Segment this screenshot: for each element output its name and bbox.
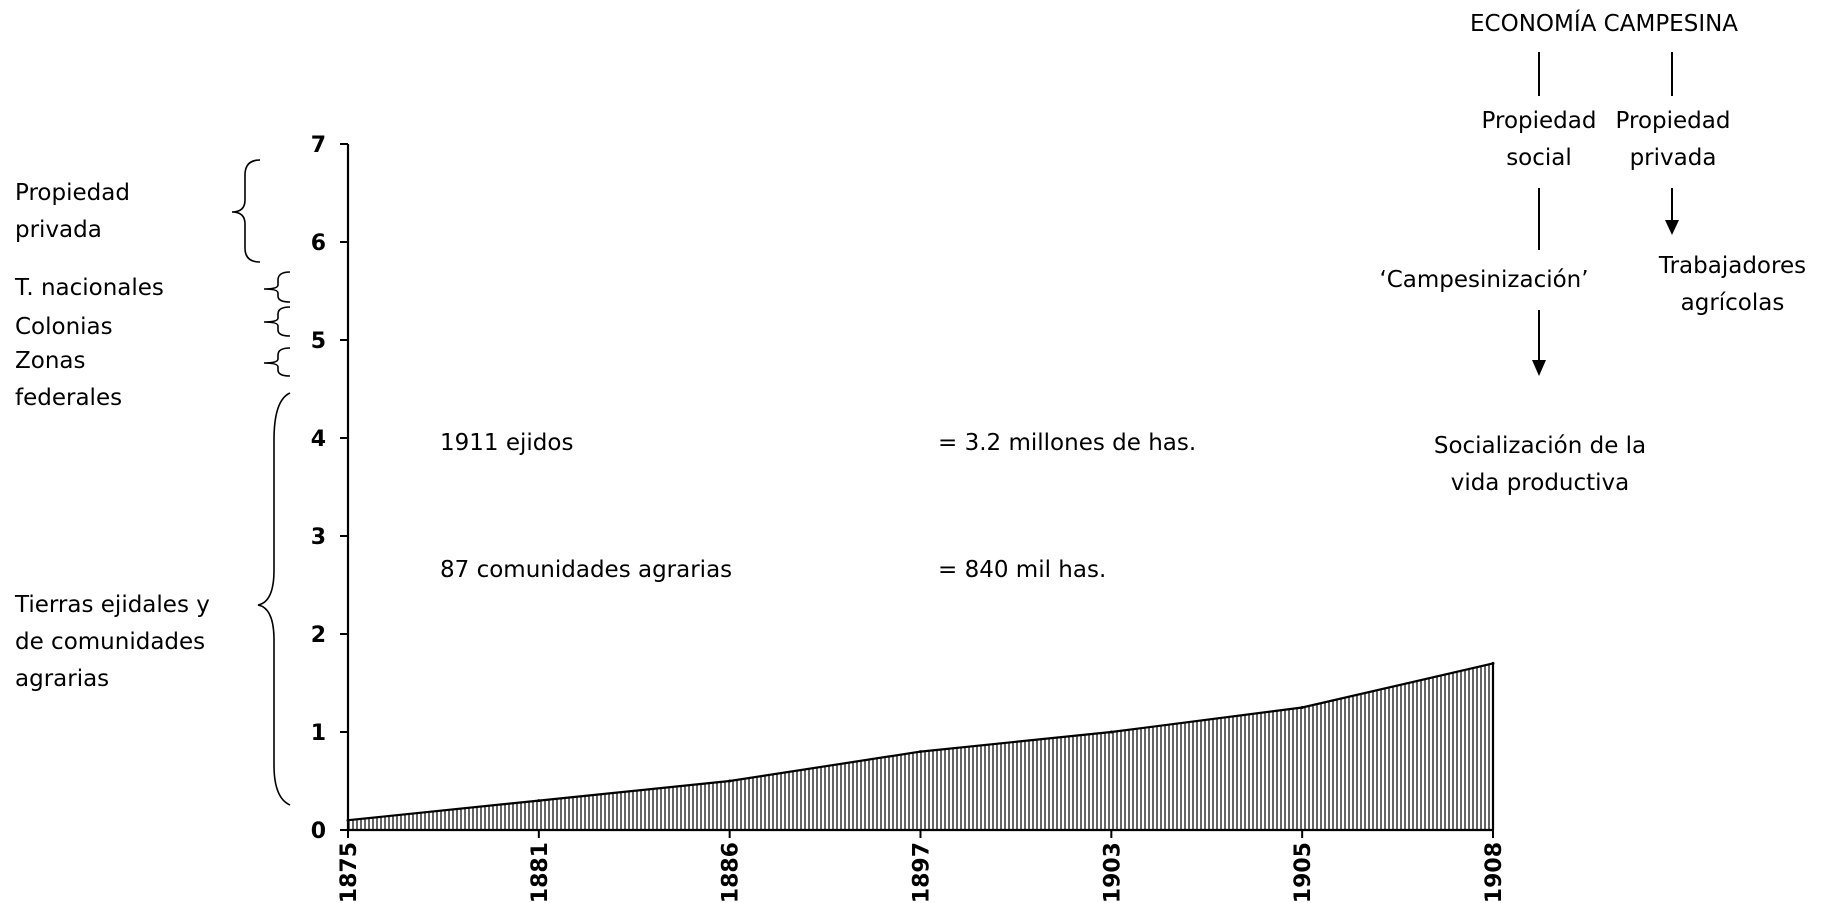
y-tick-label: 6 [311, 231, 326, 256]
brace-tierras-ejidales [257, 392, 291, 806]
data-point-1886 [728, 779, 732, 783]
stat-comunidades-label: 87 comunidades agrarias [440, 557, 733, 583]
brace-propiedad-privada [231, 159, 261, 263]
arrow-privada-trabajadores-head [1665, 220, 1679, 235]
plot-layer [346, 661, 1495, 830]
x-tick-label: 1908 [1482, 842, 1507, 903]
data-point-1905 [1300, 706, 1304, 709]
data-point-1903 [1109, 730, 1113, 734]
diagram-propiedad-privada: Propiedad privada [1615, 108, 1731, 171]
brace-zonas-federales [263, 347, 291, 377]
diagram-propiedad-social: Propiedad social [1481, 108, 1597, 171]
label-colonias: Colonias [15, 314, 113, 340]
y-tick-label: 7 [311, 133, 326, 158]
axis-layer: 0 1 2 3 4 5 6 7 1875 1881 1886 1897 1903 1905 1908 [311, 133, 1507, 903]
label-propiedad-privada: Propiedad privada [15, 180, 130, 243]
y-tick-label: 2 [311, 623, 326, 648]
label-zonas-federales: Zonas federales [15, 348, 123, 411]
y-tick-label: 3 [311, 525, 326, 550]
y-tick-label: 5 [311, 329, 326, 354]
arrow-campesinizacion-socializacion-head [1532, 360, 1546, 376]
diagram-layer [231, 52, 1679, 806]
data-point-1881 [537, 799, 541, 803]
brace-colonias [263, 306, 291, 337]
x-tick-label: 1905 [1291, 842, 1316, 903]
x-tick-label: 1903 [1100, 842, 1125, 903]
diagram-trabajadores: Trabajadores agrícolas [1658, 253, 1807, 316]
area-fill [348, 663, 1493, 830]
label-tierras-ejidales: Tierras ejidales y de comunidades agrari… [15, 592, 210, 692]
stat-comunidades-value: = 840 mil has. [938, 557, 1107, 583]
x-tick-label: 1897 [910, 842, 935, 903]
y-tick-label: 1 [311, 721, 326, 746]
data-point-1897 [919, 750, 922, 754]
y-tick-label: 4 [311, 427, 326, 452]
diagram-title: ECONOMÍA CAMPESINA [1470, 11, 1739, 37]
label-t-nacionales: T. nacionales [15, 275, 164, 301]
x-tick-label: 1875 [337, 842, 362, 903]
brace-t-nacionales [263, 271, 291, 303]
diagram-socializacion: Socialización de la vida productiva [1433, 433, 1647, 496]
diagram-campesinizacion: ‘Campesinización’ [1379, 267, 1589, 293]
stat-ejidos-value: = 3.2 millones de has. [938, 430, 1197, 456]
x-tick-label: 1881 [528, 842, 553, 903]
stat-ejidos-label: 1911 ejidos [440, 430, 574, 456]
y-tick-label: 0 [311, 819, 326, 844]
x-tick-label: 1886 [719, 842, 744, 903]
data-point-1908 [1491, 661, 1495, 665]
